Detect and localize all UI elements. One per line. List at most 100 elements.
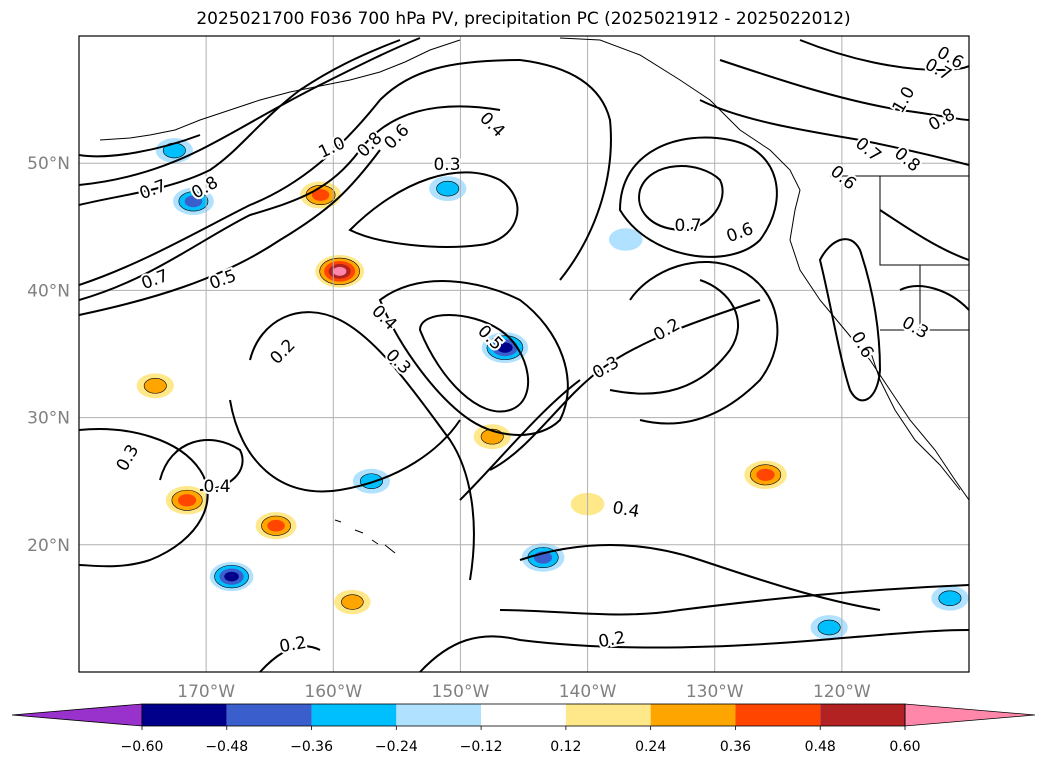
precip-blob	[744, 460, 787, 490]
border-state-1	[879, 176, 969, 266]
precip-level	[817, 619, 841, 636]
colorbar-segment	[650, 704, 736, 726]
colorbar-segment	[311, 704, 397, 726]
precip-blob	[315, 255, 365, 288]
gridlines	[79, 36, 969, 672]
colorbar-segment	[226, 704, 312, 726]
contour-line	[79, 59, 521, 286]
chart-title: 2025021700 F036 700 hPa PV, precipitatio…	[196, 9, 851, 29]
y-tick-label: 50°N	[27, 154, 70, 174]
precip-blob	[931, 585, 969, 611]
colorbar-tick-label: −0.36	[290, 739, 333, 755]
map-frame	[78, 35, 970, 673]
contour-line	[879, 209, 969, 261]
precip-level	[756, 468, 775, 481]
precip-blob	[473, 424, 511, 450]
contour-line	[249, 311, 475, 581]
precip-blob	[810, 615, 848, 640]
contour-line	[418, 314, 529, 413]
contour-line	[699, 99, 969, 166]
y-axis-labels: 20°N 30°N 40°N 50°N	[27, 154, 70, 556]
x-tick-label: 120°W	[813, 682, 871, 702]
precip-level	[267, 519, 285, 532]
precip-level	[938, 590, 962, 606]
contour-line	[229, 399, 461, 493]
precip-level	[436, 180, 460, 197]
contour-line	[419, 629, 969, 672]
contour-line	[519, 59, 612, 281]
colorbar-tick-label: 0.24	[635, 739, 666, 755]
coastline-aleutians	[99, 39, 461, 141]
precip-level	[143, 378, 167, 394]
colorbar-tick-label: −0.60	[121, 739, 164, 755]
x-tick-label: 130°W	[686, 682, 744, 702]
precip-blob	[334, 589, 371, 615]
contour-line	[79, 428, 209, 568]
colorbar-tick-label: −0.24	[375, 739, 418, 755]
x-tick-label: 170°W	[177, 682, 235, 702]
colorbar-extend-low	[11, 703, 143, 727]
x-tick-label: 160°W	[304, 682, 362, 702]
x-axis-labels: 170°W 160°W 150°W 140°W 130°W 120°W	[177, 682, 871, 702]
colorbar-frame	[141, 703, 906, 727]
precip-level	[497, 342, 513, 353]
precip-blob	[136, 373, 174, 399]
contour-line	[79, 37, 421, 186]
precip-blob	[155, 138, 193, 163]
contour-line	[79, 149, 381, 316]
precip-level	[224, 571, 239, 582]
precip-level	[311, 189, 330, 201]
precip-blob	[165, 486, 209, 515]
x-tick-label: 140°W	[559, 682, 617, 702]
contour-line	[259, 645, 321, 672]
precip-level	[608, 228, 643, 251]
precip-blob	[352, 468, 391, 494]
y-tick-label: 30°N	[27, 409, 70, 429]
contour-label: 0.3	[433, 155, 460, 175]
y-tick-label: 20°N	[27, 536, 70, 556]
coastline-baja	[869, 349, 961, 491]
contour-line	[79, 105, 501, 301]
contour-line	[499, 584, 969, 616]
precip-level	[341, 594, 364, 610]
hawaii-islands	[334, 519, 396, 554]
map-area: 1.0 0.80.60.80.70.7 0.50.30.40.7 0.60.40.30…	[79, 36, 969, 672]
contour-line	[489, 299, 761, 471]
contour-label: 0.4	[203, 477, 230, 497]
colorbar-tick-label: 0.36	[720, 739, 751, 755]
colorbar-tick-label: 0.12	[550, 739, 581, 755]
precip-level	[359, 473, 383, 489]
pv-contours	[79, 37, 969, 672]
colorbar-tick-label: −0.48	[205, 739, 248, 755]
precip-blob	[255, 512, 297, 540]
contour-line	[159, 439, 244, 491]
contour-line	[459, 379, 581, 501]
colorbar-segment	[565, 704, 651, 726]
contour-line	[638, 165, 724, 232]
colorbar-segment	[142, 704, 227, 726]
colorbar: −0.60 −0.48 −0.36 −0.24 −0.12 0.12 0.24 0.36 0.4…	[11, 703, 1036, 755]
contour-line	[79, 134, 201, 158]
contour-line	[348, 171, 519, 248]
contour-line	[799, 39, 969, 72]
colorbar-segment	[481, 704, 566, 726]
contour-line	[519, 544, 881, 611]
precip-blob	[429, 176, 467, 202]
contour-line	[719, 59, 969, 121]
precip-blob	[300, 181, 341, 209]
contour-line	[818, 238, 882, 402]
coastlines	[99, 37, 969, 554]
colorbar-tick-label: 0.60	[889, 739, 920, 755]
contour-line	[79, 39, 401, 206]
colorbar-tick-label: 0.48	[805, 739, 836, 755]
y-tick-label: 40°N	[27, 281, 70, 301]
contour-line	[629, 261, 779, 425]
contour-line	[899, 285, 969, 311]
coastline-north-america	[559, 37, 969, 501]
x-tick-label: 150°W	[432, 682, 490, 702]
precip-level	[332, 266, 347, 276]
contour-line	[378, 280, 569, 436]
contour-line	[618, 136, 778, 258]
precip-level	[177, 494, 197, 507]
